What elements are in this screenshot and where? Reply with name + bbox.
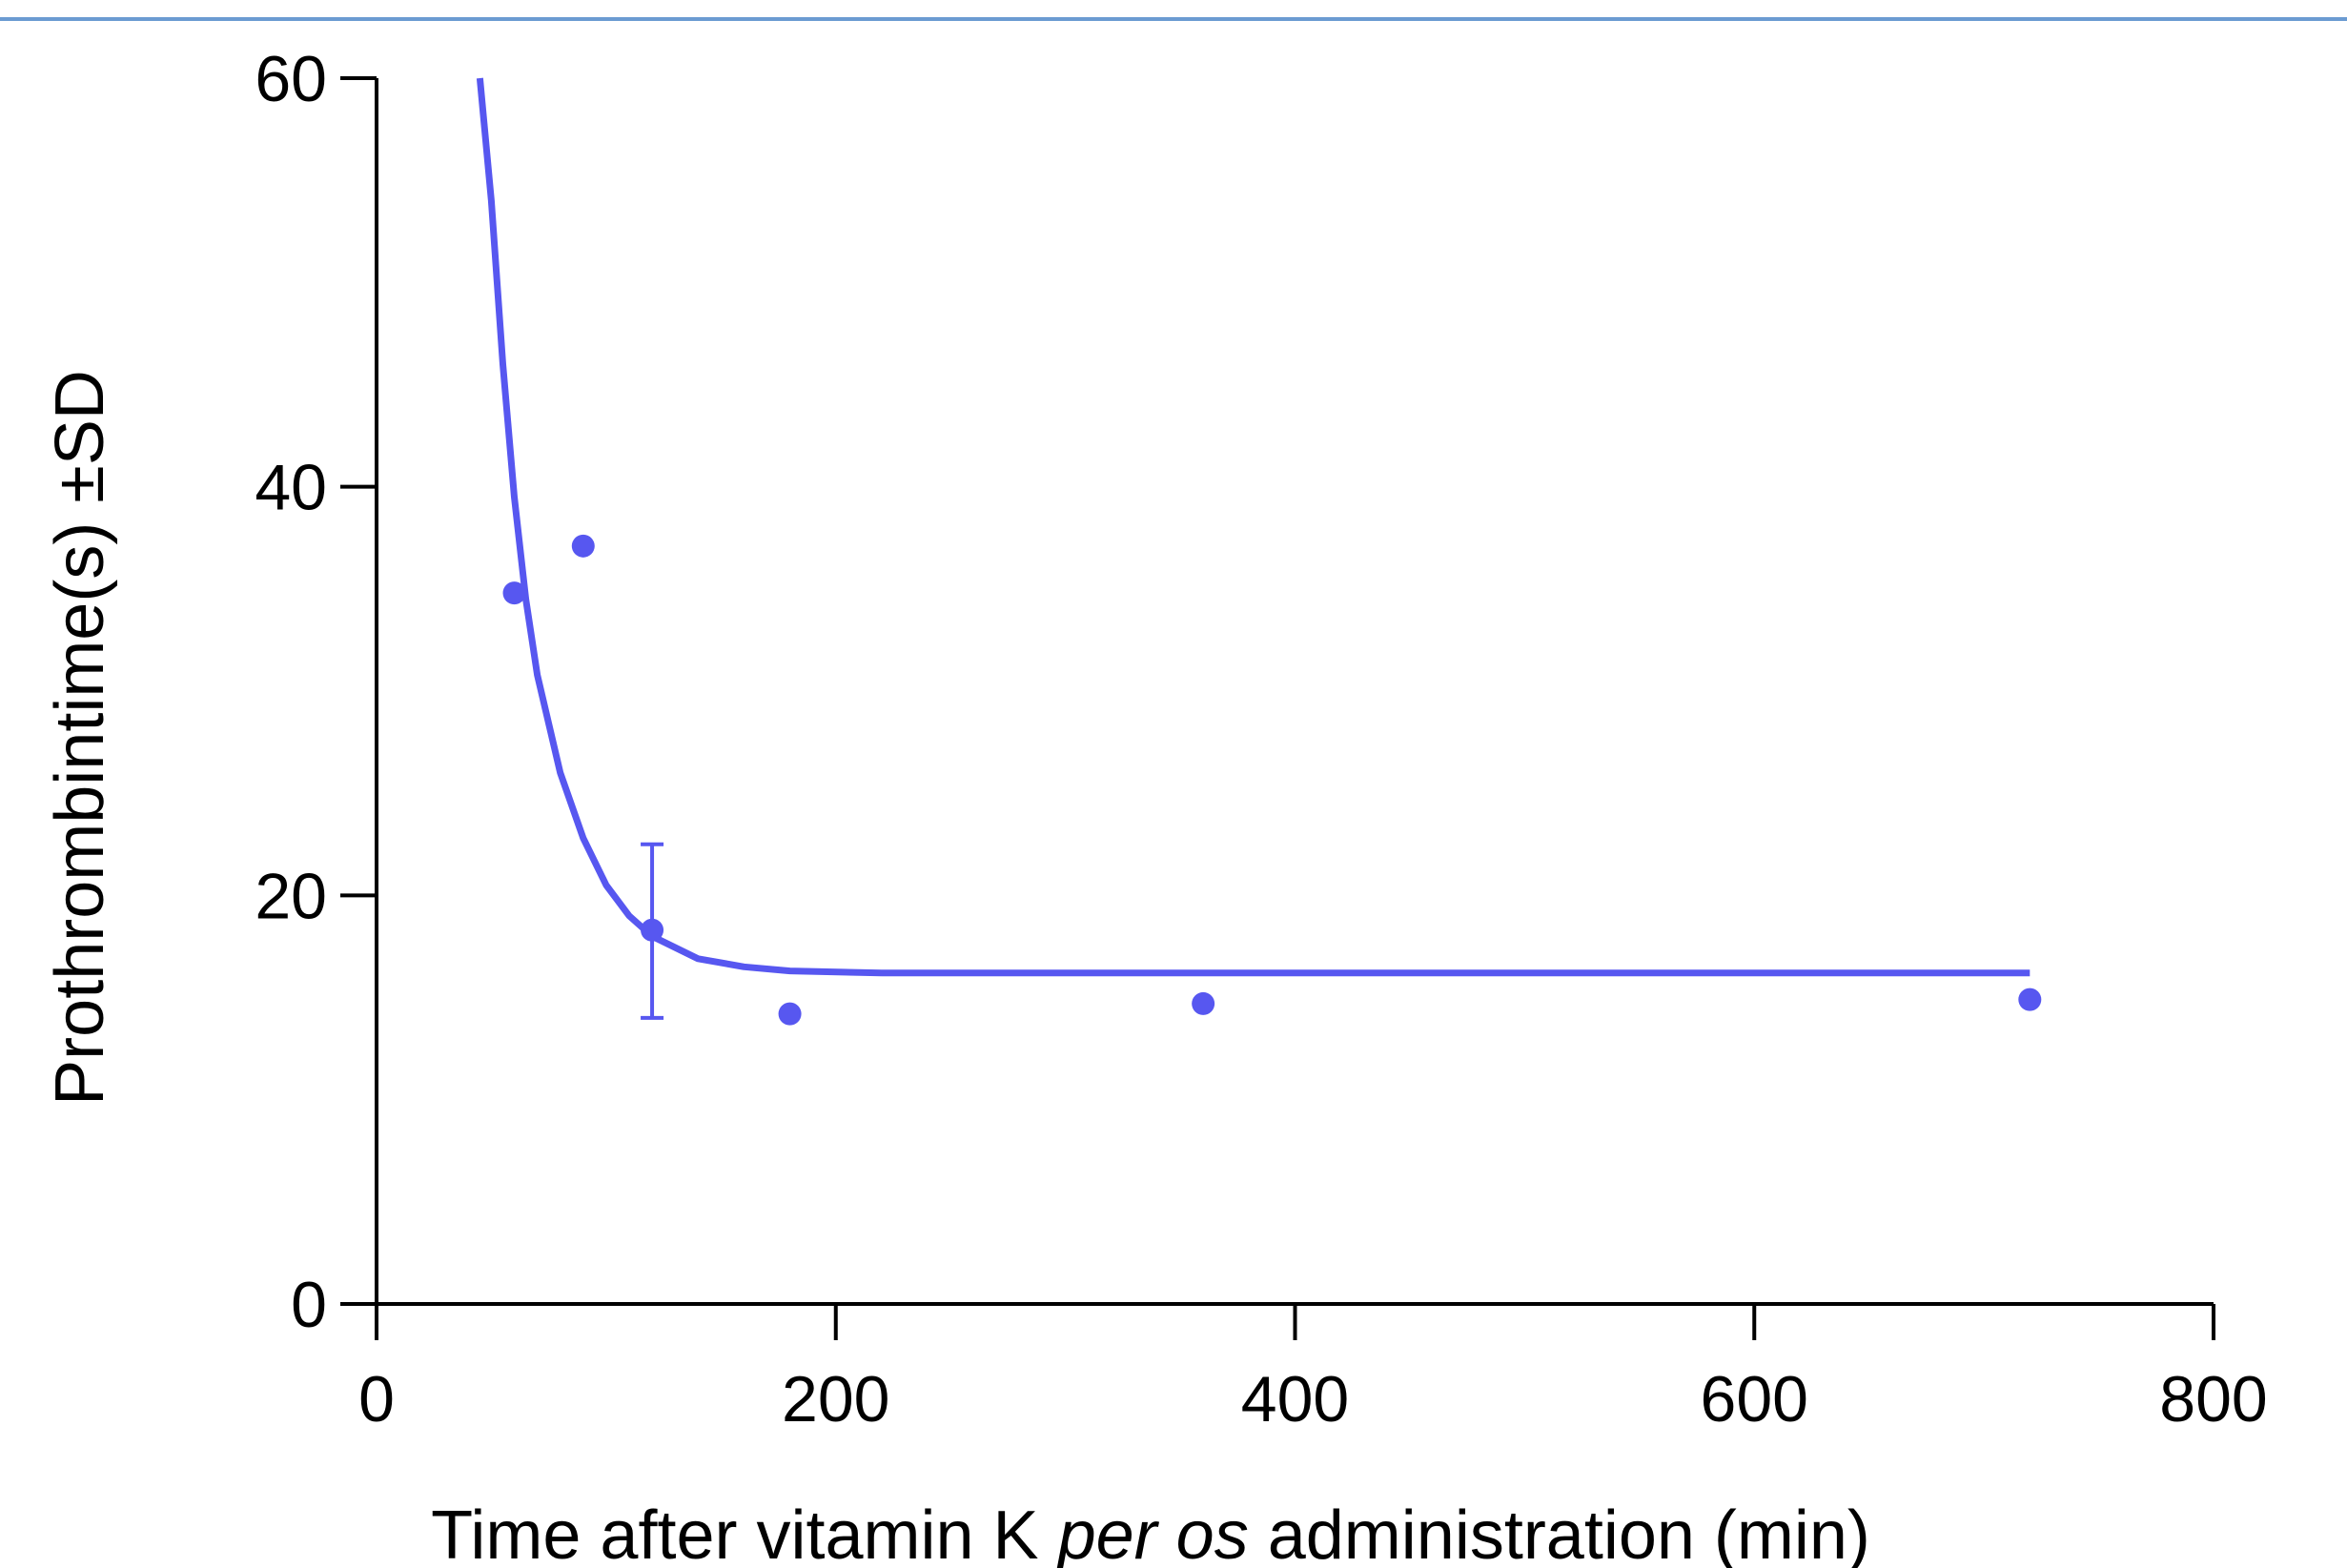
x-axis-title: Time after vitamin K per os administrati… — [431, 1497, 1870, 1568]
data-point — [641, 918, 664, 942]
data-point — [2018, 988, 2042, 1011]
y-axis: 0 20 40 60 — [255, 43, 378, 1341]
x-tick-label: 600 — [1701, 1363, 1808, 1436]
y-axis-title: Prothrombintime(s) ±SD — [42, 370, 118, 1106]
data-point — [571, 534, 595, 558]
data-point — [778, 1002, 802, 1026]
x-axis-title-part-1: Time after vitamin K — [431, 1497, 1058, 1568]
y-tick-label: 40 — [255, 452, 327, 524]
fit-curve-group — [476, 77, 2031, 977]
y-tick-label: 60 — [255, 43, 327, 115]
fit-curve — [476, 77, 2031, 977]
data-point — [1192, 991, 1215, 1015]
top-border-rule — [0, 0, 2347, 21]
y-tick-label: 0 — [291, 1269, 327, 1341]
x-axis: 0 200 400 600 800 — [358, 1302, 2268, 1436]
y-tick-label: 20 — [255, 860, 327, 932]
x-tick-label: 200 — [782, 1363, 889, 1436]
x-tick-label: 0 — [358, 1363, 395, 1436]
data-point — [502, 581, 526, 605]
data-points — [502, 534, 2042, 1026]
x-axis-title-part-3: administration (min) — [1268, 1497, 1870, 1568]
x-axis-title-italic: per os — [1056, 1497, 1249, 1568]
x-tick-label: 800 — [2159, 1363, 2267, 1436]
x-tick-label: 400 — [1241, 1363, 1349, 1436]
